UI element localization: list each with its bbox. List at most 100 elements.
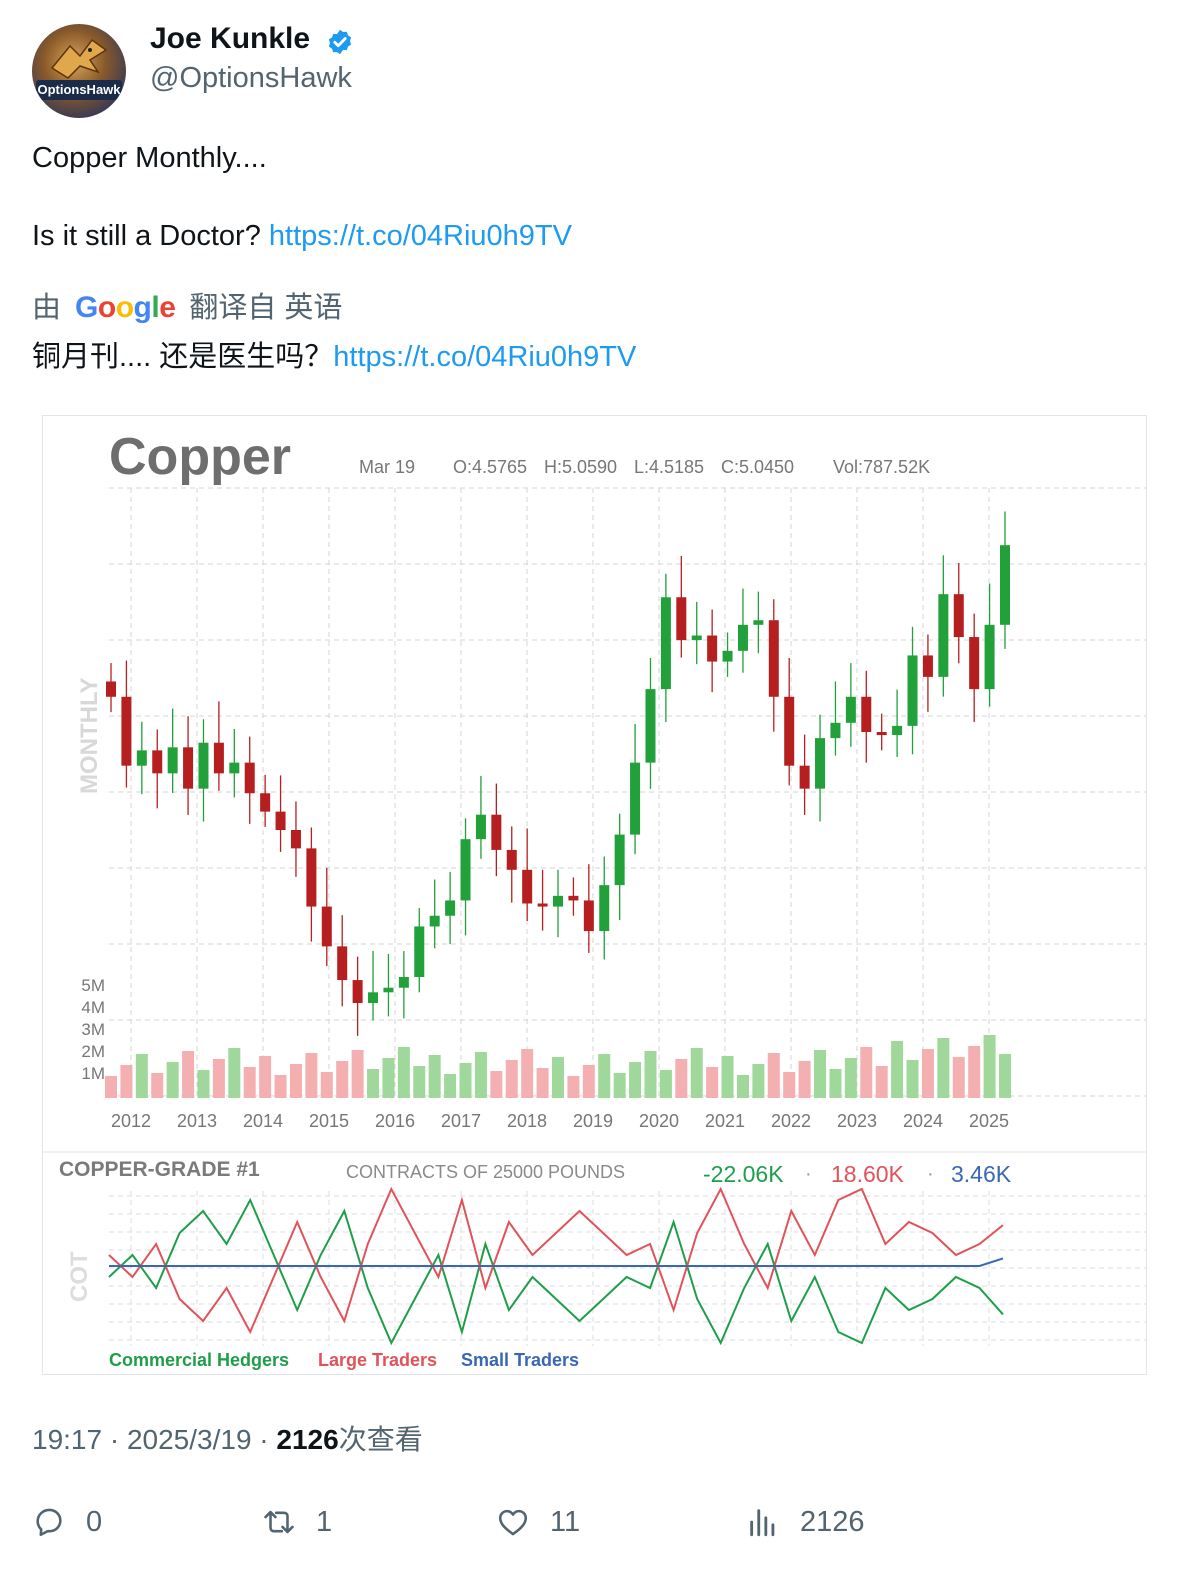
- volume-bar: [120, 1065, 133, 1098]
- volume-bar: [151, 1073, 164, 1098]
- tweet-link[interactable]: https://t.co/04Riu0h9TV: [268, 220, 572, 252]
- tweet-text-line-2: Is it still a Doctor? https://t.co/04Riu…: [32, 220, 572, 253]
- volume-bar: [351, 1050, 364, 1098]
- candle-body: [167, 747, 178, 774]
- volume-bar: [629, 1062, 642, 1098]
- volume-bar: [259, 1056, 272, 1098]
- cot-side-label: COT: [66, 1251, 93, 1302]
- volume-bar: [428, 1055, 441, 1098]
- x-tick-label: 2024: [903, 1111, 943, 1131]
- volume-bar: [968, 1046, 981, 1098]
- candle-body: [213, 742, 224, 774]
- legend-large-traders: Large Traders: [318, 1350, 437, 1370]
- candle-body: [815, 738, 826, 789]
- candle-body: [337, 946, 348, 981]
- volume-bar: [521, 1049, 534, 1098]
- volume-bar: [536, 1068, 549, 1098]
- candle-body: [722, 650, 733, 662]
- avatar-brand-text: OptionsHawk: [36, 80, 122, 100]
- candle-body: [321, 906, 332, 947]
- volume-bar: [305, 1053, 318, 1098]
- reply-button[interactable]: 0: [32, 1500, 102, 1544]
- candle-body: [568, 895, 579, 901]
- volume-bar: [552, 1057, 564, 1098]
- candle-body: [229, 762, 240, 774]
- volume-readout: Vol:787.52K: [833, 457, 930, 477]
- volume-bar: [875, 1066, 888, 1098]
- candle-body: [583, 900, 594, 932]
- volume-bar: [921, 1049, 934, 1098]
- candle-body: [429, 915, 440, 927]
- retweet-count: 1: [316, 1505, 333, 1538]
- svg-text:·: ·: [927, 1163, 934, 1185]
- volume-bar: [659, 1070, 672, 1098]
- candle-body: [368, 992, 379, 1004]
- volume-bar: [598, 1054, 611, 1098]
- candle-body: [460, 839, 471, 901]
- volume-tick-label: 1M: [81, 1064, 105, 1083]
- candle-body: [614, 834, 625, 886]
- cot-series-line: [108, 1186, 1004, 1335]
- volume-bar: [567, 1076, 580, 1098]
- volume-bar: [983, 1035, 996, 1098]
- tweet-timestamp[interactable]: 19:17 · 2025/3/19 ·: [32, 1424, 277, 1455]
- volume-bar: [798, 1061, 811, 1098]
- user-handle[interactable]: @OptionsHawk: [150, 62, 352, 94]
- volume-bar: [844, 1058, 857, 1098]
- volume-bar: [582, 1065, 595, 1098]
- views-button[interactable]: 2126: [746, 1500, 865, 1544]
- hawk-logo-icon: [50, 38, 108, 79]
- candle-body: [121, 696, 132, 766]
- volume-tick-label: 2M: [81, 1042, 105, 1061]
- candle-body: [691, 635, 702, 641]
- volume-bar: [613, 1073, 626, 1098]
- candle-body: [522, 869, 533, 904]
- volume-bar: [891, 1041, 904, 1098]
- candle-body: [969, 637, 980, 690]
- reply-count: 0: [86, 1505, 103, 1538]
- translated-link[interactable]: https://t.co/04Riu0h9TV: [333, 341, 637, 373]
- volume-bar: [860, 1047, 873, 1098]
- candle-body: [352, 980, 363, 1004]
- retweet-button[interactable]: 1: [262, 1500, 332, 1544]
- ohlc-low: L:4.5185: [634, 457, 704, 477]
- volume-bar: [182, 1051, 195, 1098]
- candle-body: [799, 765, 810, 789]
- reply-icon: [36, 1508, 62, 1537]
- legend-small-traders: Small Traders: [461, 1350, 579, 1370]
- volume-bar: [459, 1063, 472, 1098]
- volume-bar: [274, 1075, 287, 1098]
- candle-body: [106, 681, 116, 697]
- candle-body: [290, 830, 301, 849]
- display-name[interactable]: Joe Kunkle: [150, 22, 311, 55]
- chart-date: Mar 19: [359, 457, 415, 477]
- volume-bar: [767, 1053, 780, 1098]
- candle-body: [537, 903, 548, 907]
- x-tick-label: 2023: [837, 1111, 877, 1131]
- x-tick-label: 2019: [573, 1111, 613, 1131]
- analytics-icon: [750, 1509, 775, 1537]
- volume-bar: [505, 1060, 518, 1098]
- volume-bar: [706, 1067, 719, 1098]
- volume-bar: [320, 1072, 333, 1098]
- like-button[interactable]: 11: [496, 1500, 580, 1544]
- google-logo: Google: [75, 291, 176, 324]
- volume-bar: [906, 1060, 919, 1098]
- x-tick-label: 2017: [441, 1111, 481, 1131]
- candle-body: [845, 696, 856, 723]
- volume-bar: [490, 1071, 503, 1098]
- volume-bar: [721, 1056, 734, 1098]
- volume-bar: [444, 1074, 457, 1098]
- svg-text:·: ·: [805, 1163, 812, 1185]
- volume-bar: [367, 1069, 380, 1098]
- candle-body: [152, 750, 163, 774]
- candle-body: [398, 977, 409, 988]
- candle-body: [753, 620, 764, 625]
- tweet-text: Is it still a Doctor?: [32, 220, 269, 252]
- chart-image[interactable]: Copper Mar 19 O:4.5765 H:5.0590 L:4.5185…: [42, 415, 1147, 1375]
- candle-body: [645, 689, 656, 763]
- volume-tick-label: 4M: [81, 998, 105, 1017]
- candle-body: [183, 747, 194, 789]
- translation-attribution[interactable]: 由 Google 翻译自 英语: [32, 284, 342, 326]
- avatar[interactable]: OptionsHawk: [32, 24, 126, 118]
